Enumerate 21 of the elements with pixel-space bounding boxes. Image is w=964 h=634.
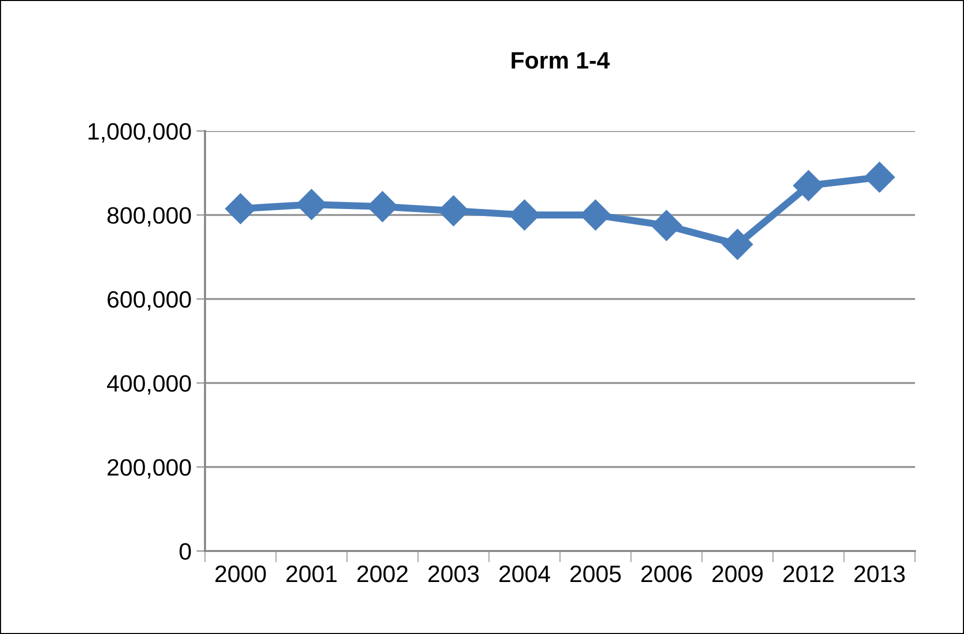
x-tick-label: 2009 <box>712 566 763 582</box>
point <box>651 210 682 241</box>
x-tick-label: 2005 <box>570 566 621 582</box>
point <box>722 228 753 260</box>
chart-title: Form 1-4 <box>512 52 610 69</box>
y-tick-label: 0 <box>180 543 191 560</box>
y-tick-label: 800,000 <box>107 207 191 227</box>
x-tick-label: 2012 <box>783 566 834 582</box>
point <box>864 162 895 193</box>
x-tick-label: 2013 <box>854 566 905 582</box>
x-tick-label: 2003 <box>428 566 479 582</box>
point <box>793 170 824 202</box>
y-tick-label: 400,000 <box>107 375 191 395</box>
x-tick-label: 2002 <box>357 566 408 582</box>
x-tick-label: 2000 <box>215 566 266 582</box>
x-tick-label: 2004 <box>499 566 550 582</box>
y-tick-label: 1,000,000 <box>88 123 191 143</box>
x-tick-label: 2006 <box>641 566 692 582</box>
y-tick-label: 600,000 <box>108 291 191 311</box>
y-tick-label: 200,000 <box>108 459 191 479</box>
x-tick-label: 2001 <box>286 566 337 582</box>
